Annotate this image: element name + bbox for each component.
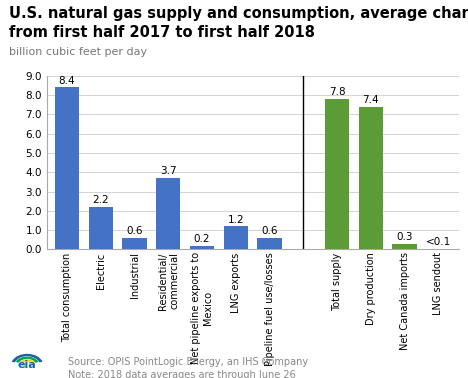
Text: 7.4: 7.4 [363, 95, 379, 105]
Text: 1.2: 1.2 [227, 215, 244, 225]
Text: billion cubic feet per day: billion cubic feet per day [9, 47, 147, 57]
Wedge shape [16, 356, 38, 363]
Text: 0.6: 0.6 [261, 226, 278, 236]
Bar [426, 248, 451, 249]
Text: <0.1: <0.1 [426, 237, 451, 247]
Bar [224, 226, 248, 249]
Text: Note: 2018 data averages are through June 26: Note: 2018 data averages are through Jun… [68, 370, 296, 378]
Text: U.S. natural gas supply and consumption, average change: U.S. natural gas supply and consumption,… [9, 6, 468, 21]
Text: 0.6: 0.6 [126, 226, 143, 236]
Bar [358, 107, 383, 249]
Text: 3.7: 3.7 [160, 166, 176, 177]
Wedge shape [20, 359, 35, 364]
Bar [190, 246, 214, 249]
Bar [325, 99, 349, 249]
Text: eia: eia [18, 360, 37, 370]
Text: from first half 2017 to first half 2018: from first half 2017 to first half 2018 [9, 25, 315, 40]
Text: 7.8: 7.8 [329, 87, 345, 97]
Text: 0.3: 0.3 [396, 232, 413, 242]
Bar [257, 238, 282, 249]
Bar [88, 207, 113, 249]
Wedge shape [12, 354, 43, 363]
Bar [156, 178, 181, 249]
Bar [123, 238, 147, 249]
Text: 2.2: 2.2 [93, 195, 109, 205]
Bar [55, 87, 79, 249]
Text: 8.4: 8.4 [59, 76, 75, 86]
Bar [393, 244, 417, 249]
Text: 0.2: 0.2 [194, 234, 210, 244]
Text: Source: OPIS PointLogic Energy, an IHS Company: Source: OPIS PointLogic Energy, an IHS C… [68, 357, 308, 367]
